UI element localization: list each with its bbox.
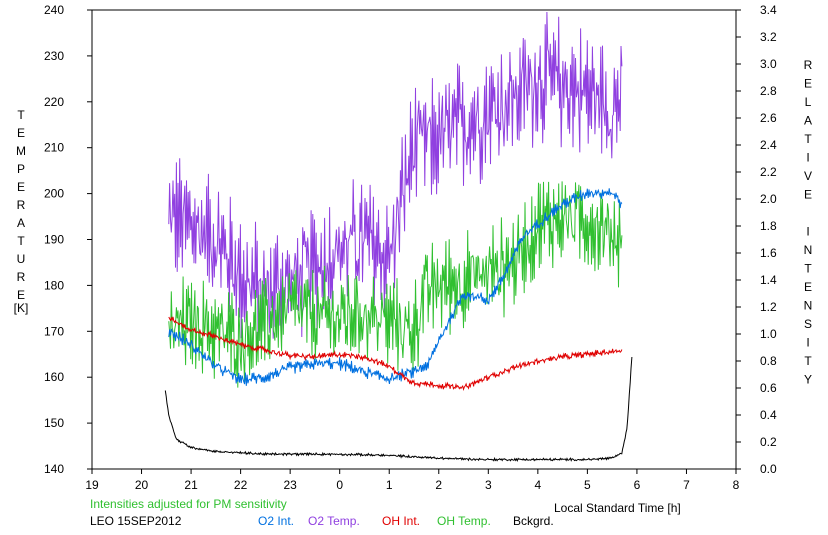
- x-tick-label: 3: [485, 478, 492, 492]
- x-tick-label: 1: [386, 478, 393, 492]
- axis-layer: 19 20 21 22 23 0 1 2 3 4 5 6 7 8140150160170180190200…: [44, 3, 777, 492]
- y-right-axis-label-letter: N: [804, 299, 813, 313]
- y-left-axis-label-letter: E: [17, 288, 25, 302]
- y-right-tick-label: 2.8: [760, 84, 777, 98]
- y-left-axis-label-letter: U: [17, 252, 26, 266]
- y-right-tick-label: 2.6: [760, 111, 777, 125]
- station-label: LEO 15SEP2012: [90, 514, 182, 528]
- y-right-tick-label: 2.2: [760, 165, 777, 179]
- x-tick-label: 21: [184, 478, 198, 492]
- y-left-tick-label: 220: [44, 95, 64, 109]
- y-right-tick-label: 3.2: [760, 30, 777, 44]
- y-left-tick-label: 140: [44, 462, 64, 476]
- y-left-axis-label-letter: R: [17, 270, 26, 284]
- y-right-tick-label: 1.4: [760, 273, 777, 287]
- series-line: [168, 11, 623, 346]
- note-text: Intensities adjusted for PM sensitivity: [90, 497, 287, 511]
- x-axis-label: Local Standard Time [h]: [554, 501, 681, 515]
- y-right-axis-label-letter: R: [804, 58, 813, 72]
- y-left-tick-label: 160: [44, 370, 64, 384]
- x-tick-label: 23: [283, 478, 297, 492]
- x-tick-label: 4: [535, 478, 542, 492]
- y-right-axis-label-letter: Y: [804, 373, 812, 387]
- y-right-tick-label: 1.0: [760, 327, 777, 341]
- y-right-tick-label: 2.0: [760, 192, 777, 206]
- y-left-tick-label: 190: [44, 233, 64, 247]
- y-right-axis-label-letter: E: [804, 188, 812, 202]
- y-right-axis-label-letter: N: [804, 243, 813, 257]
- x-tick-label: 8: [733, 478, 740, 492]
- y-right-tick-label: 0.2: [760, 435, 777, 449]
- y-right-tick-label: 0.4: [760, 408, 777, 422]
- y-left-tick-label: 240: [44, 3, 64, 17]
- series-line: [168, 181, 623, 388]
- series-line: [168, 188, 623, 386]
- series-line: [168, 316, 623, 391]
- y-left-tick-label: 230: [44, 49, 64, 63]
- y-left-tick-label: 210: [44, 141, 64, 155]
- y-left-axis-label-letter: E: [17, 180, 25, 194]
- x-tick-label: 2: [435, 478, 442, 492]
- y-right-tick-label: 0.8: [760, 354, 777, 368]
- y-left-axis-label-letter: A: [17, 216, 25, 230]
- x-tick-label: 22: [234, 478, 248, 492]
- y-right-axis-label-letter: V: [804, 169, 812, 183]
- x-tick-label: 6: [634, 478, 641, 492]
- y-left-axis-unit: [K]: [14, 301, 29, 315]
- y-right-tick-label: 2.4: [760, 138, 777, 152]
- y-left-axis-label-letter: T: [17, 108, 25, 122]
- y-left-tick-label: 180: [44, 278, 64, 292]
- y-left-axis-label-letter: T: [17, 234, 25, 248]
- y-left-axis-label-letter: E: [17, 126, 25, 140]
- x-tick-label: 5: [584, 478, 591, 492]
- y-left-tick-label: 200: [44, 187, 64, 201]
- y-right-axis-label-letter: T: [804, 262, 812, 276]
- x-tick-label: 19: [85, 478, 99, 492]
- y-left-axis-label-letter: M: [16, 144, 26, 158]
- series-layer: [164, 11, 633, 462]
- legend-item: OH Temp.: [437, 514, 491, 528]
- y-left-axis-label-letter: R: [17, 198, 26, 212]
- x-tick-label: 20: [135, 478, 149, 492]
- y-right-tick-label: 3.4: [760, 3, 777, 17]
- y-right-tick-label: 1.6: [760, 246, 777, 260]
- series-line: [164, 356, 633, 462]
- y-right-tick-label: 3.0: [760, 57, 777, 71]
- legend-item: O2 Int.: [258, 514, 294, 528]
- y-right-tick-label: 0.6: [760, 381, 777, 395]
- legend-item: Bckgrd.: [513, 514, 554, 528]
- x-tick-label: 0: [336, 478, 343, 492]
- y-right-axis-label-letter: S: [804, 317, 812, 331]
- y-right-axis-label-letter: A: [804, 114, 812, 128]
- y-right-axis-label-letter: I: [806, 336, 809, 350]
- y-left-tick-label: 170: [44, 324, 64, 338]
- y-right-axis-label-letter: T: [804, 354, 812, 368]
- y-right-axis-label-letter: L: [805, 95, 812, 109]
- y-right-axis-label-letter: E: [804, 280, 812, 294]
- y-right-axis-label-letter: E: [804, 77, 812, 91]
- y-right-tick-label: 0.0: [760, 462, 777, 476]
- y-right-axis-label-letter: I: [806, 151, 809, 165]
- y-right-axis-label-letter: T: [804, 132, 812, 146]
- legend-item: OH Int.: [382, 514, 420, 528]
- y-left-tick-label: 150: [44, 416, 64, 430]
- plot-frame: [91, 9, 737, 470]
- y-right-tick-label: 1.8: [760, 219, 777, 233]
- x-tick-label: 7: [683, 478, 690, 492]
- legend-item: O2 Temp.: [308, 514, 360, 528]
- y-left-axis-label-letter: P: [17, 162, 25, 176]
- y-right-tick-label: 1.2: [760, 300, 777, 314]
- y-right-axis-label-letter: I: [806, 225, 809, 239]
